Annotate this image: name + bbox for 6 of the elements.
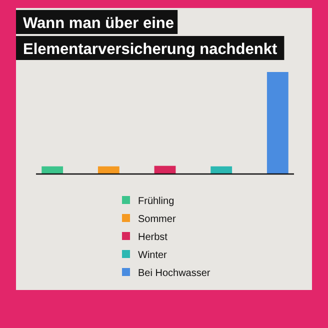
legend-label: Winter bbox=[138, 250, 168, 261]
legend-label: Herbst bbox=[138, 232, 168, 243]
legend-label: Bei Hochwasser bbox=[138, 268, 211, 279]
legend-label: Sommer bbox=[138, 214, 176, 225]
legend-label: Frühling bbox=[138, 196, 174, 207]
chart-title: Wann man über eine Elementarversicherung nachdenkt bbox=[23, 15, 278, 58]
